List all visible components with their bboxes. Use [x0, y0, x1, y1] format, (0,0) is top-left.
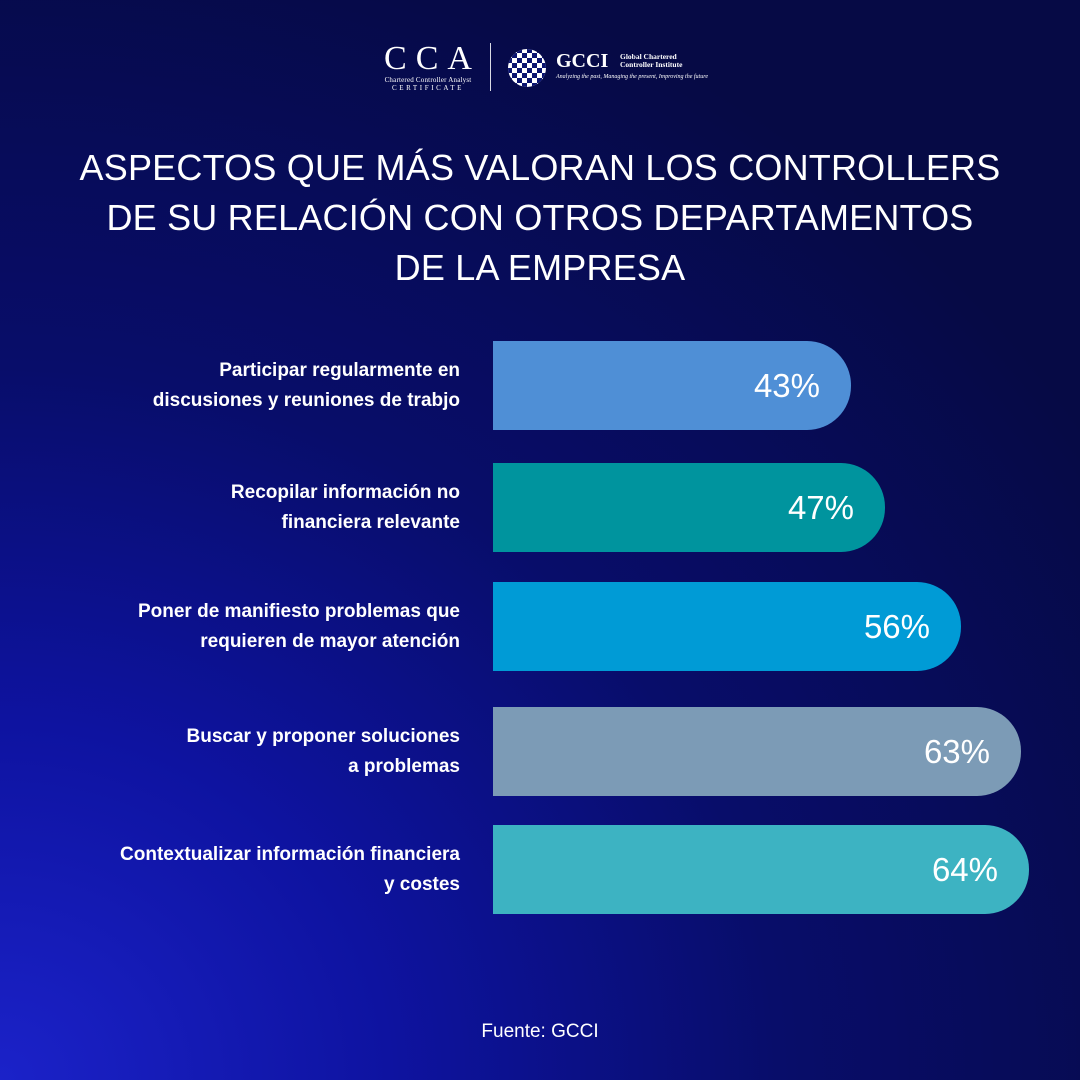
bar-category-label-line: requieren de mayor atención: [200, 630, 460, 652]
gcci-logo-fullname: Global Chartered Controller Institute: [620, 53, 710, 69]
bar-category-label-line: financiera relevante: [281, 511, 460, 533]
bar-category-label-line: y costes: [383, 873, 460, 895]
gcci-logo-fullname-line2: Controller Institute: [620, 60, 683, 69]
cca-logo-letters: CCA: [384, 40, 481, 77]
bar-category-label: Recopilar información no financiera relev…: [40, 478, 460, 538]
cca-logo: CCA Chartered Controller Analyst CERTIFI…: [376, 42, 480, 93]
bar-category-label-line: Poner de manifiesto problemas que: [137, 600, 460, 622]
bar-category-label: Participar regularmente en discusiones y …: [40, 356, 460, 416]
bar-value-label: 47%: [787, 489, 854, 526]
header: CCA Chartered Controller Analyst CERTIFI…: [0, 40, 1080, 96]
gcci-emblem-icon: [508, 49, 546, 87]
bar-category-label-line: a problemas: [348, 755, 460, 777]
bar-category-label-line: discusiones y reuniones de trabjo: [152, 389, 460, 411]
gcci-logo-abbr: GCCI: [556, 50, 609, 72]
bar-value-label: 43%: [753, 367, 820, 404]
logo-divider: [490, 43, 491, 91]
bar: 63%: [493, 707, 1021, 796]
bar: 43%: [493, 341, 851, 430]
bar-value-label: 56%: [863, 608, 930, 645]
bar-category-label: Contextualizar información financiera y c…: [40, 840, 460, 900]
bar-category-label-line: Participar regularmente en: [219, 359, 460, 381]
bar-category-label-line: Buscar y proponer soluciones: [186, 725, 460, 747]
bar-category-label: Buscar y proponer soluciones a problemas: [40, 722, 460, 782]
cca-logo-certificate: CERTIFICATE: [391, 84, 465, 92]
bar-category-label: Poner de manifiesto problemas que requier…: [40, 597, 460, 657]
bar: 56%: [493, 582, 961, 671]
bar-value-label: 64%: [931, 851, 998, 888]
gcci-logo-fullname-line1: Global Chartered: [620, 52, 677, 61]
cca-logo-subtitle: Chartered Controller Analyst: [384, 76, 472, 84]
page-title: ASPECTOS QUE MÁS VALORAN LOS CONTROLLERS…: [60, 143, 1020, 293]
bar-value-label: 63%: [923, 733, 990, 770]
page-title-line3: DE LA EMPRESA: [394, 247, 686, 288]
page-title-line2: DE SU RELACIÓN CON OTROS DEPARTAMENTOS: [106, 197, 974, 238]
source-note: Fuente: GCCI: [481, 1021, 599, 1042]
bar: 47%: [493, 463, 885, 552]
bar-category-label-line: Contextualizar información financiera: [120, 843, 460, 865]
bar: 64%: [493, 825, 1029, 914]
gcci-logo-tagline: Analyzing the past, Managing the present…: [556, 74, 708, 80]
bar-category-label-line: Recopilar información no: [230, 481, 460, 503]
page-title-line1: ASPECTOS QUE MÁS VALORAN LOS CONTROLLERS: [79, 147, 1001, 188]
